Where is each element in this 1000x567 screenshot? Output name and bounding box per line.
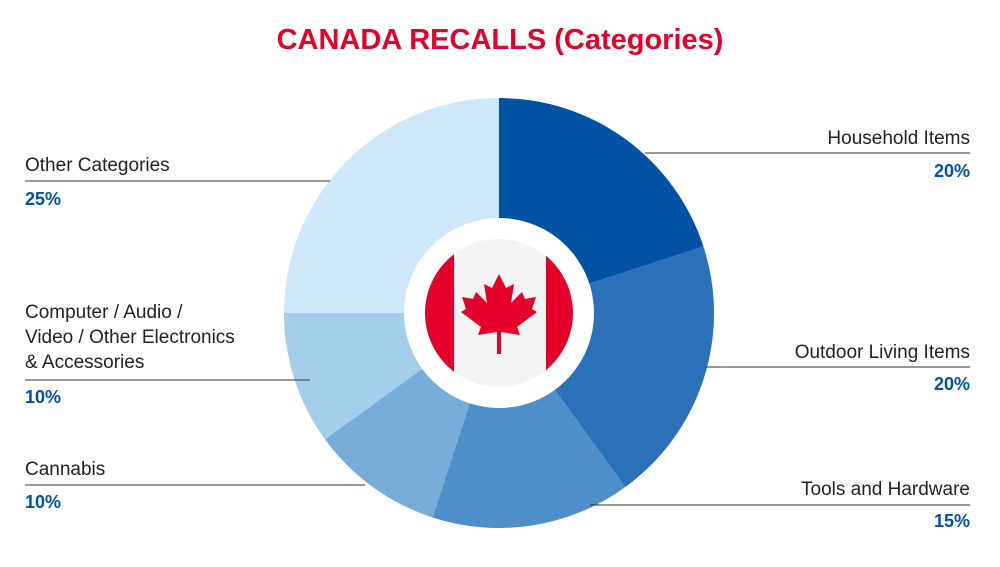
- legend-label: Cannabis: [25, 459, 106, 480]
- chart-title: CANADA RECALLS (Categories): [276, 24, 724, 56]
- pie-slice: [432, 313, 626, 528]
- data-label: 10%: [25, 492, 62, 512]
- data-label: 25%: [25, 189, 62, 209]
- data-label: 15%: [933, 511, 970, 531]
- legend-label: Computer / Audio / Video / Other Electro…: [25, 302, 235, 373]
- legend-label: Outdoor Living Items: [794, 342, 970, 363]
- legend-label: Tools and Hardware: [801, 479, 970, 500]
- legend-label: Other Categories: [25, 155, 170, 176]
- data-label: 10%: [25, 387, 62, 407]
- data-label: 20%: [933, 374, 970, 394]
- legend-label: Household Items: [827, 128, 970, 149]
- data-label: 20%: [933, 161, 970, 181]
